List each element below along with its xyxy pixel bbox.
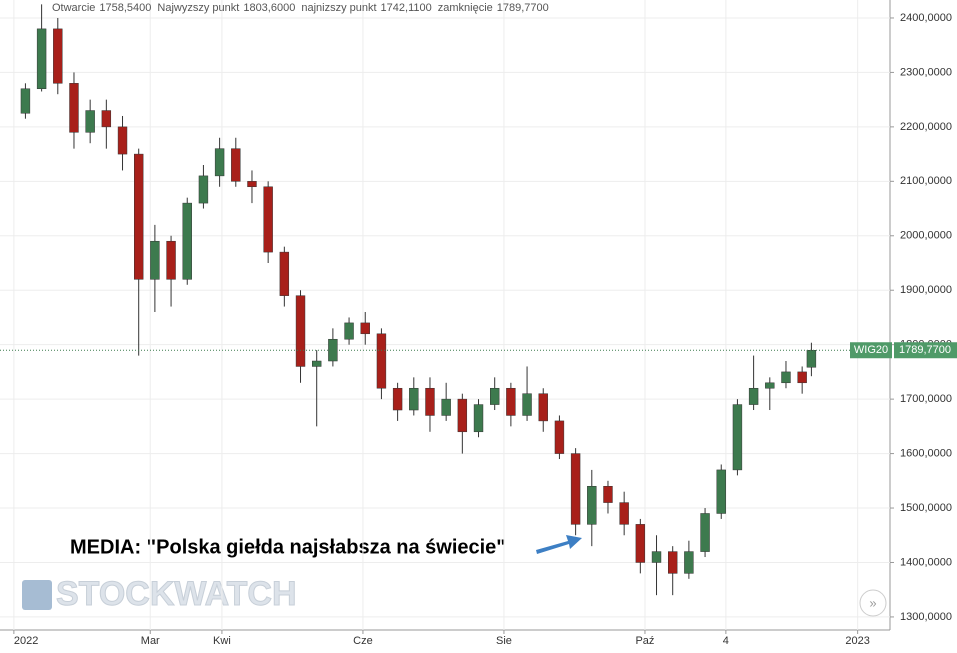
y-tick-label: 1900,0000	[900, 284, 952, 296]
x-tick-label: Sie	[496, 635, 512, 647]
candle-body	[587, 485, 597, 525]
candle-body	[554, 420, 565, 454]
x-tick-label: Paź	[635, 635, 654, 647]
candle-body	[392, 387, 403, 411]
candle-body	[69, 83, 79, 133]
candle-body	[716, 469, 726, 514]
y-tick-label: 2200,0000	[900, 121, 952, 133]
candle-body	[198, 175, 209, 204]
y-tick-label: 2000,0000	[900, 230, 952, 242]
candle-body	[781, 371, 791, 384]
header-value: 1803,6000	[243, 2, 295, 14]
x-tick-label: 2022	[14, 635, 38, 647]
header-value: 1742,1100	[381, 2, 432, 14]
candle-body	[247, 181, 257, 188]
annotation: MEDIA: "Polska giełda najsłabsza na świe…	[70, 536, 506, 558]
candle-body	[20, 88, 31, 114]
y-tick-label: 2300,0000	[900, 66, 952, 78]
x-tick-label: 4	[723, 635, 729, 647]
x-tick-label: 2023	[845, 635, 869, 647]
x-tick-label: Kwi	[213, 635, 231, 647]
y-tick-label: 2400,0000	[900, 12, 952, 24]
annotation-arrow	[536, 535, 582, 554]
candle-body	[490, 387, 500, 405]
header-label: najnizszy punkt	[301, 2, 376, 14]
header-label: Najwyzszy punkt	[157, 2, 239, 14]
candle-body	[651, 551, 662, 563]
candle-body	[134, 153, 144, 280]
candle-body	[344, 322, 354, 340]
y-tick-label: 2100,0000	[900, 175, 952, 187]
candle-body	[603, 485, 613, 503]
symbol-label: WIG20	[854, 344, 888, 356]
last-price-badge	[894, 342, 957, 359]
y-tick-label: 1700,0000	[900, 393, 952, 405]
header-label: zamknięcie	[438, 2, 493, 14]
header-value: 1758,5400	[99, 2, 151, 14]
candle-body	[635, 524, 646, 563]
watermark-icon	[22, 580, 52, 610]
candle-body	[441, 398, 451, 416]
candle-body	[263, 186, 273, 253]
candle-body	[668, 551, 678, 574]
y-tick-label: 1400,0000	[900, 556, 952, 568]
candle-body	[765, 382, 775, 389]
symbol-badge	[850, 342, 892, 359]
candle-body	[312, 360, 322, 367]
candle-body	[101, 110, 112, 128]
scroll-button[interactable]: »	[859, 589, 887, 617]
candle-body	[328, 338, 338, 362]
candle-body	[409, 387, 419, 411]
candle-body	[36, 28, 47, 90]
candle-body	[279, 251, 290, 296]
candle-body	[506, 387, 516, 416]
candle-body	[732, 404, 743, 471]
candle-body	[425, 387, 435, 416]
y-tick-label: 1300,0000	[900, 611, 952, 623]
candle-body	[166, 240, 176, 280]
candle-body	[376, 333, 387, 389]
watermark: STOCKWATCH	[22, 574, 297, 613]
candle-body	[619, 502, 629, 525]
candle-body	[797, 371, 807, 384]
candle-body	[53, 28, 63, 84]
candle-body	[700, 513, 710, 552]
candle-body	[117, 126, 128, 155]
candle-body	[806, 349, 817, 368]
candle-body	[570, 453, 581, 525]
candle-body	[150, 240, 160, 280]
candle-body	[473, 404, 484, 433]
y-tick-label: 1600,0000	[900, 447, 952, 459]
candle-body	[457, 398, 468, 433]
x-tick-label: Mar	[141, 635, 160, 647]
candle-body	[522, 393, 532, 416]
candle-body	[182, 202, 192, 280]
scroll-button-icon[interactable]: »	[869, 595, 876, 610]
candle-body	[360, 322, 370, 335]
candle-body	[538, 393, 548, 422]
header-label: Otwarcie	[52, 2, 95, 14]
candle-body	[684, 551, 694, 574]
x-tick-label: Cze	[353, 635, 373, 647]
candle-body	[214, 148, 225, 177]
last-price-label: 1789,7700	[899, 344, 951, 356]
candle-body	[748, 387, 759, 405]
scroll-button-circle[interactable]	[859, 589, 887, 617]
candle-body	[295, 295, 306, 367]
candle-body	[231, 148, 241, 182]
candle-body	[85, 110, 95, 133]
watermark-text: STOCKWATCH	[56, 575, 297, 613]
y-tick-label: 1500,0000	[900, 502, 952, 514]
header-value: 1789,7700	[497, 2, 549, 14]
